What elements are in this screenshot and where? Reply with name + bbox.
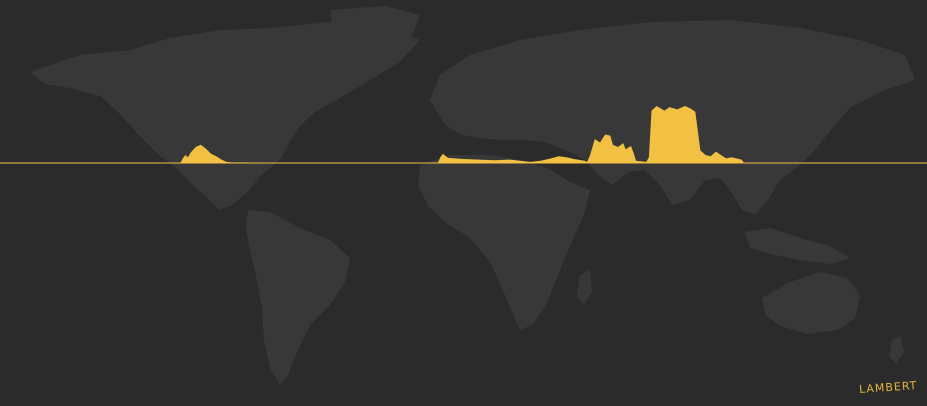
landmass-africa [418,155,590,330]
landmass-south-america [246,210,350,385]
landmass-southeast-asia-islands [745,228,850,264]
landmass-north-america [30,22,420,210]
landmass-madagascar [577,270,592,305]
landmass-greenland [330,6,420,60]
landmass-australia [762,272,860,334]
area-segment-0-2 [437,106,745,163]
series-layer [180,106,745,163]
landmass-new-zealand [889,336,904,364]
landmasses [30,6,915,385]
area-segment-0-0 [180,144,258,163]
